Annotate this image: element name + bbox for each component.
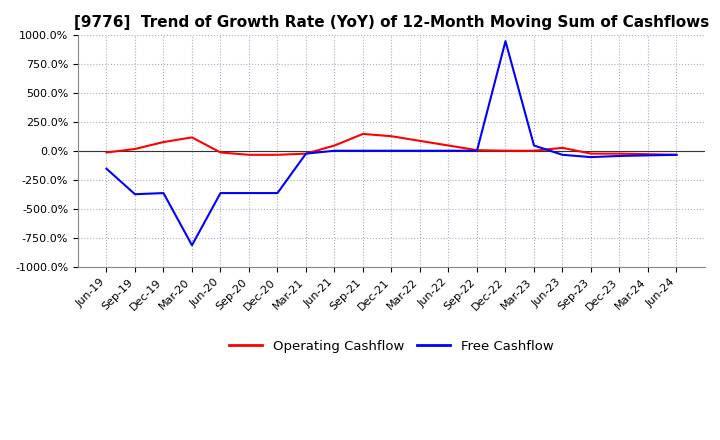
- Operating Cashflow: [359, 131, 367, 136]
- Free Cashflow: [444, 148, 453, 154]
- Free Cashflow: [615, 153, 624, 158]
- Free Cashflow: [415, 148, 424, 154]
- Line: Operating Cashflow: Operating Cashflow: [107, 134, 677, 155]
- Operating Cashflow: [558, 145, 567, 150]
- Free Cashflow: [530, 143, 539, 148]
- Free Cashflow: [102, 166, 111, 171]
- Operating Cashflow: [330, 143, 339, 148]
- Free Cashflow: [302, 151, 310, 156]
- Operating Cashflow: [444, 143, 453, 148]
- Operating Cashflow: [216, 150, 225, 155]
- Free Cashflow: [672, 152, 681, 158]
- Free Cashflow: [387, 148, 396, 154]
- Operating Cashflow: [530, 148, 539, 154]
- Free Cashflow: [273, 191, 282, 196]
- Free Cashflow: [188, 242, 197, 248]
- Operating Cashflow: [501, 148, 510, 154]
- Operating Cashflow: [159, 139, 168, 145]
- Free Cashflow: [587, 154, 595, 160]
- Operating Cashflow: [245, 152, 253, 158]
- Free Cashflow: [216, 191, 225, 196]
- Free Cashflow: [501, 38, 510, 44]
- Operating Cashflow: [587, 151, 595, 156]
- Legend: Operating Cashflow, Free Cashflow: Operating Cashflow, Free Cashflow: [224, 334, 559, 358]
- Free Cashflow: [644, 153, 652, 158]
- Operating Cashflow: [415, 138, 424, 143]
- Title: [9776]  Trend of Growth Rate (YoY) of 12-Month Moving Sum of Cashflows: [9776] Trend of Growth Rate (YoY) of 12-…: [74, 15, 709, 30]
- Operating Cashflow: [615, 151, 624, 156]
- Free Cashflow: [159, 191, 168, 196]
- Free Cashflow: [130, 191, 139, 197]
- Operating Cashflow: [472, 147, 481, 153]
- Line: Free Cashflow: Free Cashflow: [107, 41, 677, 245]
- Free Cashflow: [330, 148, 339, 154]
- Operating Cashflow: [302, 151, 310, 156]
- Free Cashflow: [472, 148, 481, 154]
- Free Cashflow: [558, 152, 567, 158]
- Operating Cashflow: [188, 135, 197, 140]
- Free Cashflow: [359, 148, 367, 154]
- Operating Cashflow: [672, 152, 681, 158]
- Operating Cashflow: [644, 151, 652, 157]
- Operating Cashflow: [273, 152, 282, 158]
- Free Cashflow: [245, 191, 253, 196]
- Operating Cashflow: [102, 150, 111, 155]
- Operating Cashflow: [130, 147, 139, 152]
- Operating Cashflow: [387, 134, 396, 139]
